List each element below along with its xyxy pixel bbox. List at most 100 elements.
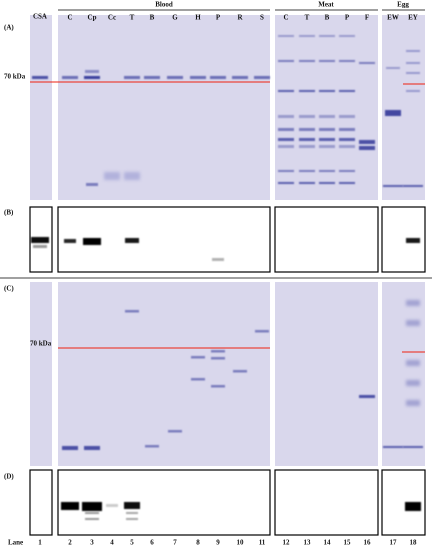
- band: [190, 76, 206, 79]
- band: [191, 378, 205, 381]
- bands: [30, 35, 425, 520]
- lane-header: F: [365, 14, 369, 22]
- band: [61, 502, 79, 510]
- band: [359, 62, 375, 64]
- band: [64, 239, 76, 243]
- band: [33, 245, 47, 248]
- lane-header: P: [216, 14, 221, 22]
- band: [85, 512, 99, 514]
- band: [85, 518, 99, 520]
- band: [383, 446, 403, 448]
- panel-label: (D): [4, 473, 14, 481]
- band: [278, 35, 294, 37]
- lane-header: Cc: [108, 14, 116, 22]
- band: [359, 140, 375, 144]
- lane-number: 8: [196, 539, 200, 547]
- lane-header: G: [172, 14, 178, 22]
- band: [84, 446, 100, 450]
- lane-header: Cp: [88, 14, 97, 22]
- band: [125, 238, 139, 243]
- lane-number: 7: [173, 539, 177, 547]
- band: [299, 128, 315, 131]
- gels: [29, 15, 426, 536]
- band: [86, 183, 98, 186]
- lane-number: 18: [410, 539, 418, 547]
- band: [278, 170, 294, 172]
- band: [339, 182, 355, 184]
- band: [406, 238, 420, 243]
- band: [167, 76, 183, 79]
- band: [278, 182, 294, 184]
- band: [106, 504, 118, 507]
- gel: [275, 15, 378, 200]
- band: [339, 145, 355, 148]
- lane-number: 14: [324, 539, 332, 547]
- lane-header: C: [67, 14, 72, 22]
- band: [233, 370, 247, 373]
- band: [319, 138, 335, 141]
- lane-header: B: [150, 14, 155, 22]
- lane-header: R: [237, 14, 243, 22]
- gel: [382, 282, 425, 466]
- band: [406, 72, 420, 74]
- marker-label: 70 kDa: [30, 340, 52, 348]
- band: [254, 76, 270, 79]
- band: [278, 60, 294, 62]
- blot: [274, 206, 379, 273]
- band: [299, 60, 315, 62]
- band: [278, 145, 294, 148]
- band: [126, 518, 138, 520]
- band: [319, 145, 335, 148]
- band: [406, 62, 420, 64]
- band: [319, 90, 335, 92]
- band: [385, 110, 401, 116]
- band: [405, 502, 421, 511]
- band: [299, 115, 315, 118]
- band: [83, 238, 101, 245]
- gel: [58, 15, 270, 200]
- band: [339, 138, 355, 141]
- band: [211, 357, 225, 360]
- band: [359, 395, 375, 398]
- lane-header: H: [195, 14, 201, 22]
- band: [386, 67, 400, 69]
- csa-label: CSA: [33, 13, 47, 21]
- band: [299, 145, 315, 148]
- blot: [29, 469, 53, 536]
- band: [104, 172, 120, 180]
- band: [339, 128, 355, 131]
- lane-header: C: [283, 14, 288, 22]
- panel-label: (B): [4, 209, 14, 217]
- band: [31, 237, 49, 243]
- labels: C Cp Cc T B G H P R S C T B P F EW EY1 2 3 4 5 6 7 8 9 10 11 12 13 14…: [38, 14, 418, 547]
- band: [191, 356, 205, 359]
- band: [319, 60, 335, 62]
- panel-label: (C): [4, 285, 14, 293]
- lane-number: 15: [344, 539, 352, 547]
- gel: [58, 282, 270, 466]
- band: [383, 185, 403, 187]
- lane-header: B: [325, 14, 330, 22]
- band: [278, 138, 294, 141]
- band: [299, 170, 315, 172]
- lane-number: 12: [283, 539, 291, 547]
- band: [126, 512, 138, 514]
- panel-label: (A): [4, 24, 14, 32]
- lane-number: 16: [364, 539, 372, 547]
- band: [359, 146, 375, 150]
- lane-number: 10: [237, 539, 245, 547]
- gel: [382, 15, 425, 200]
- band: [299, 138, 315, 141]
- band: [339, 35, 355, 37]
- lane-number: 9: [216, 539, 220, 547]
- lane-number: 4: [110, 539, 114, 547]
- band: [319, 170, 335, 172]
- band: [299, 90, 315, 92]
- band: [84, 76, 100, 79]
- blot: [274, 469, 379, 536]
- band: [406, 90, 420, 92]
- band: [319, 35, 335, 37]
- band: [168, 430, 182, 433]
- lane-number: 17: [390, 539, 398, 547]
